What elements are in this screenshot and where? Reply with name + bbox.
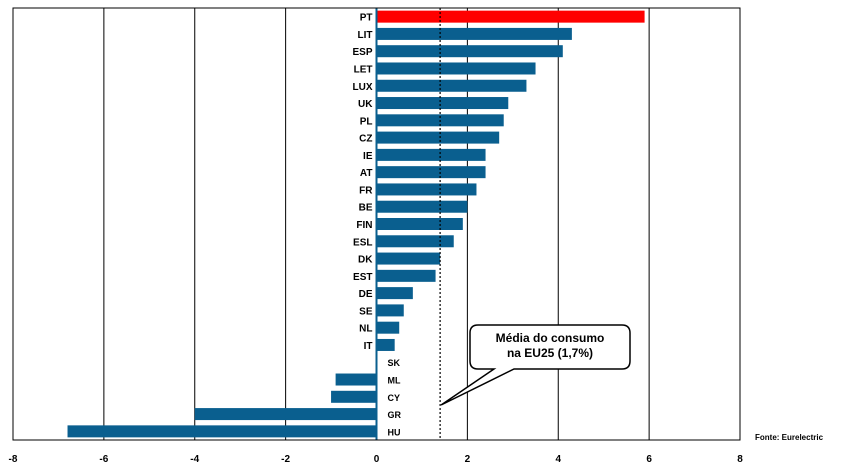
bar-ml [335,373,377,386]
bar-fin [376,218,463,230]
category-label-fin: FIN [356,220,372,231]
category-label-it: IT [364,341,373,352]
bar-est [376,269,436,282]
bar-uk [376,97,509,110]
bar-fr [376,183,477,196]
x-tick-label: -4 [190,454,199,465]
category-label-esp: ESP [352,47,372,58]
category-label-ie: IE [363,151,373,162]
category-label-let: LET [354,64,373,75]
bar-pt [376,10,645,23]
category-label-cy: CY [388,393,401,403]
bar-cy [331,390,377,403]
bar-cz [376,131,500,144]
callout-line-2: na EU25 (1,7%) [506,346,594,360]
plot-area-border [12,7,741,441]
category-label-esl: ESL [353,237,372,248]
bar-se [376,304,404,317]
category-label-cz: CZ [359,134,372,145]
bar-let [376,62,536,75]
category-label-lux: LUX [353,82,373,93]
average-callout-text: Média do consumo na EU25 (1,7%) [474,331,626,361]
bar-esl [376,235,454,248]
bar-hu [67,425,377,438]
category-label-se: SE [359,306,373,317]
x-tick-label: 4 [555,454,561,465]
category-label-dk: DK [358,255,373,266]
bar-dk [376,252,441,265]
bar-ie [376,148,486,161]
category-label-lit: LIT [358,30,373,41]
category-labels: PT LIT ESP LET LUX UK PL CZ IE AT FR BE FIN ESL DK EST D… [352,8,402,440]
bar-at [376,166,486,179]
bar-it [376,338,395,351]
category-label-ml: ML [388,376,401,386]
x-tick-label: 8 [737,454,743,465]
average-callout-box [440,324,631,406]
category-label-de: DE [359,289,373,300]
x-tick-labels: -8 -6 -4 -2 0 2 4 6 8 [9,454,744,465]
x-tick-label: -8 [9,454,18,465]
x-tick-label: -6 [99,454,108,465]
category-label-nl: NL [359,324,372,335]
category-label-gr: GR [388,410,402,420]
category-label-fr: FR [359,185,373,196]
x-tick-label: -2 [281,454,290,465]
callout-line-1: Média do consumo [495,331,605,345]
category-label-pl: PL [360,116,373,127]
category-label-at: AT [360,168,373,179]
category-label-pt: PT [360,13,373,24]
category-label-est: EST [353,272,372,283]
bars [67,10,645,438]
bar-lit [376,27,572,40]
x-tick-label: 0 [374,454,380,465]
category-label-sk: SK [388,358,401,368]
source-note: Fonte: Eurelectric [755,433,824,442]
x-tick-label: 2 [465,454,471,465]
bar-gr [194,408,377,421]
bar-esp [376,45,563,58]
x-tick-label: 6 [646,454,652,465]
bar-de [376,287,413,300]
bar-lux [376,79,527,92]
category-label-be: BE [359,203,373,214]
bar-nl [376,321,400,334]
category-label-uk: UK [358,99,373,110]
bar-be [376,200,468,213]
category-label-hu: HU [388,427,401,437]
